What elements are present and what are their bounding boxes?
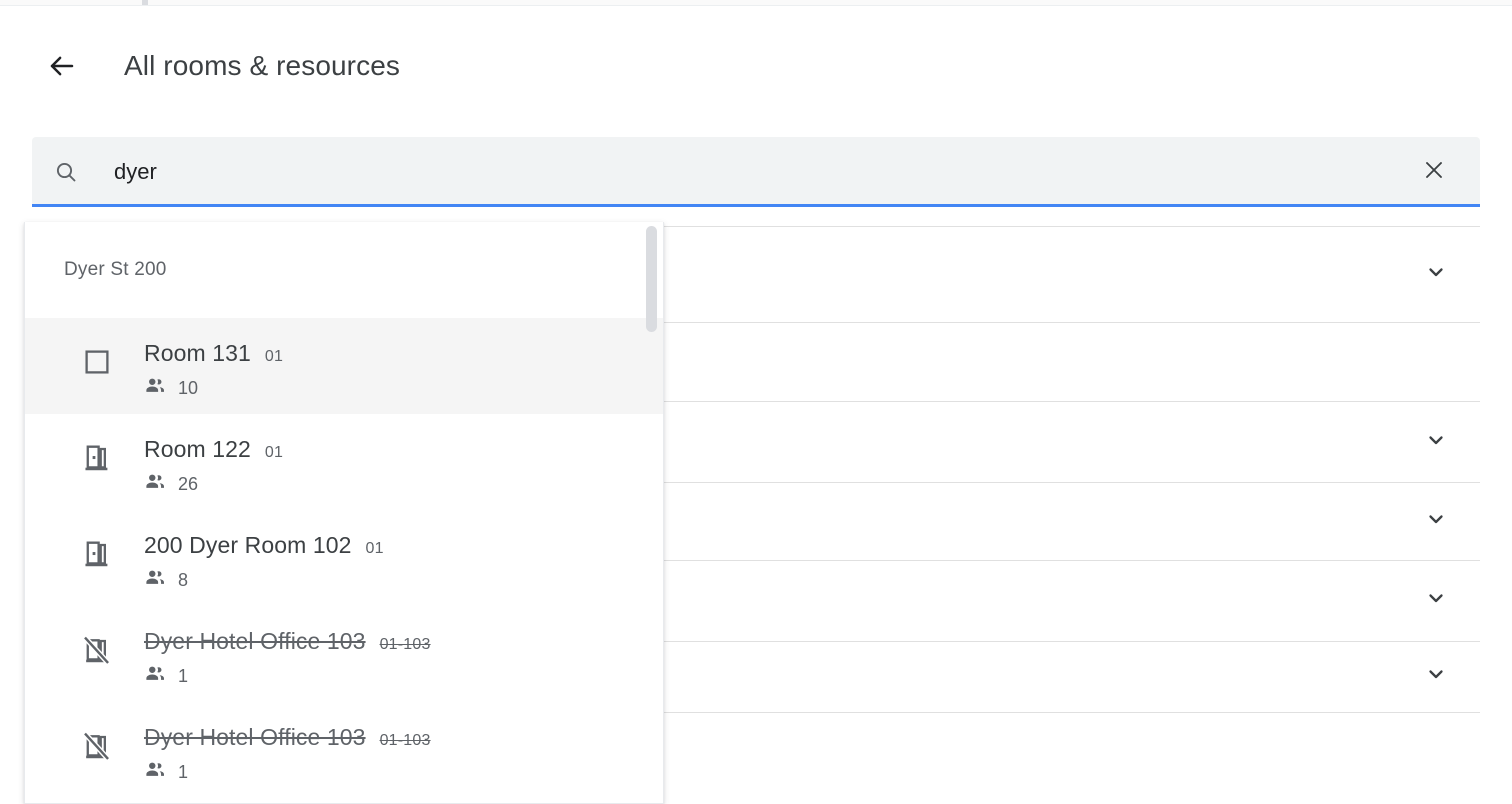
suggestion-item[interactable]: Room 122 01 26 [25,414,663,510]
suggestion-item-capacity: 1 [178,666,189,686]
people-icon [144,471,166,498]
search-icon [54,160,78,184]
suggestion-item-body: Room 131 01 10 [144,340,283,402]
suggestion-item[interactable]: Dyer Hotel Office 103 01-103 1 [25,606,663,702]
chevron-down-icon [1424,507,1448,536]
suggestion-item[interactable]: 200 Dyer Room 102 01 8 [25,510,663,606]
suggestion-item-capacity-row: 1 [144,759,431,786]
suggestion-item[interactable]: Dyer Hotel Office 103 01-103 1 [25,702,663,798]
window-top-band [0,0,1512,6]
close-icon [1422,158,1446,187]
expand-group-button[interactable] [1416,422,1456,462]
suggestion-item-body: 200 Dyer Room 102 01 8 [144,532,384,594]
suggestion-item-capacity-row: 1 [144,663,431,690]
suggestion-item-name: Room 131 [144,340,251,366]
suggestion-item-capacity-row: 8 [144,567,384,594]
suggestion-item-body: Dyer Hotel Office 103 01-103 1 [144,628,431,690]
search-focus-underline [32,204,1480,207]
suggestion-item-name: Dyer Hotel Office 103 [144,724,366,750]
suggestion-item-body: Dyer Hotel Office 103 01-103 1 [144,724,431,786]
suggestion-item[interactable]: Room 131 01 10 [25,318,663,414]
suggestion-group-header: Dyer St 200 [64,259,167,280]
suggestion-item-title-row: Dyer Hotel Office 103 01-103 [144,724,431,751]
suggestion-item-capacity: 1 [178,762,189,782]
suggestion-item-code: 01 [264,444,284,461]
meeting-room-icon [82,436,112,473]
chevron-down-icon [1424,662,1448,691]
people-icon [144,759,166,786]
people-icon [144,567,166,594]
meeting-room-icon [82,532,112,569]
suggestion-item-body: Room 122 01 26 [144,436,283,498]
expand-group-button[interactable] [1416,501,1456,541]
suggestion-item-name: Room 122 [144,436,251,462]
expand-group-button[interactable] [1416,580,1456,620]
suggestion-item-name: Dyer Hotel Office 103 [144,628,366,654]
suggestion-item-capacity-row: 26 [144,471,283,498]
page-title: All rooms & resources [124,50,400,81]
no-meeting-room-icon [82,724,112,761]
suggestion-item-title-row: Dyer Hotel Office 103 01-103 [144,628,431,655]
suggestion-item-code: 01 [365,540,384,557]
expand-group-button[interactable] [1416,254,1456,294]
suggestion-item-code: 01-103 [379,636,431,653]
arrow-left-icon [47,51,77,81]
suggestion-item-name: 200 Dyer Room 102 [144,532,352,558]
search-input[interactable] [114,159,1414,185]
dropdown-scrollbar-thumb[interactable] [646,226,657,332]
window-tab-notch [142,0,148,5]
suggestion-list: Room 131 01 10 Room 122 01 26 200 Dyer Room 10… [25,318,663,798]
suggestion-item-capacity: 8 [178,570,189,590]
suggestion-item-capacity: 10 [178,378,199,398]
search-bar[interactable] [32,137,1480,207]
suggestion-item-title-row: Room 122 01 [144,436,283,463]
suggestion-item-capacity: 26 [178,474,199,494]
suggestion-item-capacity-row: 10 [144,375,283,402]
search-suggestions-dropdown: Dyer St 200 Room 131 01 10 Room 122 01 26 200 … [24,222,664,804]
dropdown-scrollbar-track[interactable] [646,222,660,803]
page-header: All rooms & resources [0,38,1512,94]
back-button[interactable] [38,42,86,90]
clear-search-button[interactable] [1414,152,1454,192]
people-icon [144,375,166,402]
suggestion-item-code: 01 [264,348,284,365]
expand-group-button[interactable] [1416,656,1456,696]
chevron-down-icon [1424,260,1448,289]
suggestion-item-title-row: 200 Dyer Room 102 01 [144,532,384,559]
no-meeting-room-icon [82,628,112,665]
chevron-down-icon [1424,586,1448,615]
suggestion-item-code: 01-103 [379,732,431,749]
suggestion-item-title-row: Room 131 01 [144,340,283,367]
square-room-icon [82,340,112,377]
chevron-down-icon [1424,428,1448,457]
people-icon [144,663,166,690]
